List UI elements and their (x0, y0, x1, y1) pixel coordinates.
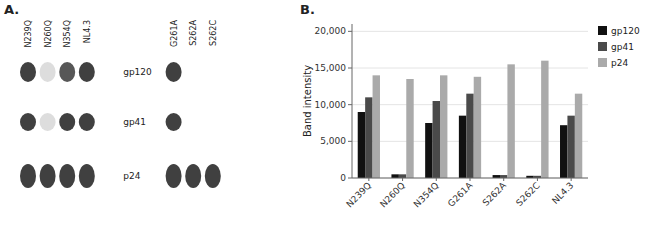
band (166, 62, 182, 82)
bar (560, 125, 567, 178)
grid-line (352, 31, 588, 32)
lane-label: N354Q (63, 20, 72, 48)
tick-label: 20,000 (315, 26, 347, 36)
legend-swatch (598, 58, 607, 67)
band (20, 62, 36, 82)
band (185, 164, 201, 188)
bar (474, 77, 481, 178)
tick-mark (348, 31, 352, 32)
band (205, 62, 221, 82)
blot-panel: A. N239Q N260Q N354Q NL4.3 G261A S262A S262C gp1… (4, 2, 221, 188)
bar (507, 64, 514, 178)
lane-label: N260Q (44, 20, 53, 48)
row-label: gp41 (123, 117, 146, 127)
lane-label: S262A (189, 19, 198, 45)
band (59, 113, 75, 131)
lane-label: G261A (170, 19, 179, 46)
bar (541, 61, 548, 178)
tick-mark (348, 141, 352, 142)
row-label: gp120 (123, 67, 152, 77)
legend: gp120 gp41 p24 (598, 26, 640, 68)
tick-mark (503, 178, 504, 181)
bar (440, 75, 447, 178)
tick-label: 10,000 (315, 100, 347, 110)
tick-mark (368, 178, 369, 181)
tick-label: 5,000 (320, 136, 346, 146)
band (20, 164, 36, 188)
row-label: p24 (123, 171, 140, 181)
panel-title: A. (4, 2, 19, 17)
tick-label: 15,000 (315, 63, 347, 73)
legend-label: p24 (611, 58, 628, 68)
bar (433, 101, 440, 178)
tick-label: S262C (514, 180, 542, 208)
bar (575, 94, 582, 178)
band (59, 62, 75, 82)
band (79, 164, 95, 188)
band (40, 113, 56, 131)
panel-title: B. (300, 2, 315, 17)
band (185, 113, 201, 131)
band (185, 62, 201, 82)
band (40, 164, 56, 188)
y-axis (352, 24, 353, 178)
lane-label: S262C (209, 20, 218, 46)
tick-label: N239Q (344, 180, 373, 209)
figure: A.N239QN260QN354QNL4.3G261AS262AS262Cgp1… (0, 0, 650, 225)
tick-label: S262A (481, 180, 509, 208)
legend-label: gp41 (611, 42, 634, 52)
tick-label: N260Q (378, 180, 407, 209)
band (79, 113, 95, 131)
tick-mark (436, 178, 437, 181)
bar (373, 75, 380, 178)
axis-label: Band intensity (302, 65, 313, 137)
bar (406, 79, 413, 178)
bar (399, 174, 406, 178)
lane-label: NL4.3 (83, 20, 92, 43)
bar-panel: B. 0 5,000 10,000 15,000 20,000 Band intensity… (300, 2, 640, 209)
band (20, 113, 36, 131)
tick-label: 0 (340, 173, 346, 183)
bar (358, 112, 365, 178)
tick-mark (348, 68, 352, 69)
tick-mark (348, 178, 352, 179)
bars (358, 61, 583, 178)
band (166, 164, 182, 188)
band (40, 62, 56, 82)
tick-mark (348, 104, 352, 105)
legend-label: gp120 (611, 26, 640, 36)
lane-label: N239Q (24, 20, 33, 48)
bar (425, 123, 432, 178)
tick-mark (402, 178, 403, 181)
tick-mark (470, 178, 471, 181)
bar (365, 97, 372, 178)
bar (466, 94, 473, 178)
tick-label: N354Q (412, 180, 441, 209)
band (166, 113, 182, 131)
tick-mark (537, 178, 538, 181)
band (59, 164, 75, 188)
bar (567, 116, 574, 178)
tick-label: G261A (446, 180, 475, 209)
bar (459, 116, 466, 178)
bar (391, 174, 398, 178)
band (205, 164, 221, 188)
band (205, 113, 221, 131)
band (79, 62, 95, 82)
legend-swatch (598, 26, 607, 35)
legend-swatch (598, 42, 607, 51)
grid-line (352, 68, 588, 69)
tick-mark (571, 178, 572, 181)
tick-label: NL4.3 (550, 180, 576, 206)
